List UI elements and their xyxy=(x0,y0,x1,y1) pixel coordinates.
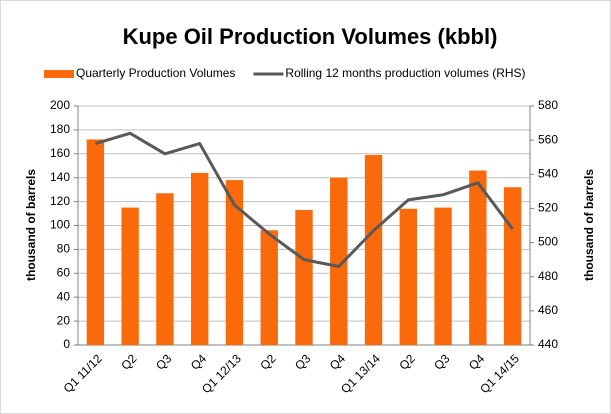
y2-axis-label: thousand of barrels xyxy=(582,169,596,281)
y2-tick-label: 460 xyxy=(538,303,558,317)
y2-tick-label: 560 xyxy=(538,132,558,146)
y-tick-label: 180 xyxy=(50,122,70,136)
bar xyxy=(503,187,522,345)
chart-title: Kupe Oil Production Volumes (kbbl) xyxy=(123,24,498,49)
y-tick-label: 60 xyxy=(57,265,71,279)
bar xyxy=(260,230,278,345)
y2-tick-label: 500 xyxy=(538,235,558,249)
y2-tick-label: 480 xyxy=(538,269,558,283)
y-tick-label: 20 xyxy=(57,313,71,327)
bar xyxy=(399,208,417,345)
bar xyxy=(191,172,209,345)
legend-label: Rolling 12 months production volumes (RH… xyxy=(285,66,525,80)
bar xyxy=(225,180,244,345)
y-tick-label: 40 xyxy=(57,289,71,303)
bar xyxy=(295,209,313,345)
y2-tick-label: 580 xyxy=(538,98,558,112)
bar xyxy=(434,207,452,345)
y-tick-label: 200 xyxy=(50,98,70,112)
y-tick-label: 160 xyxy=(50,146,70,160)
bar xyxy=(86,139,105,345)
y2-tick-label: 520 xyxy=(538,201,558,215)
y-axis-label: thousand of barrels xyxy=(24,169,38,281)
y-tick-label: 80 xyxy=(57,242,71,256)
y2-tick-label: 440 xyxy=(538,337,558,351)
legend-label: Quarterly Production Volumes xyxy=(76,66,235,80)
bar xyxy=(156,193,174,345)
y-tick-label: 140 xyxy=(50,170,70,184)
y-tick-label: 0 xyxy=(63,337,70,351)
line xyxy=(94,131,514,268)
legend-swatch xyxy=(44,70,74,78)
bar xyxy=(121,207,139,345)
y-tick-label: 120 xyxy=(50,194,70,208)
bar xyxy=(469,170,487,345)
y2-tick-label: 540 xyxy=(538,166,558,180)
bar xyxy=(364,154,383,345)
bar xyxy=(330,177,348,345)
y-tick-label: 100 xyxy=(50,218,70,232)
